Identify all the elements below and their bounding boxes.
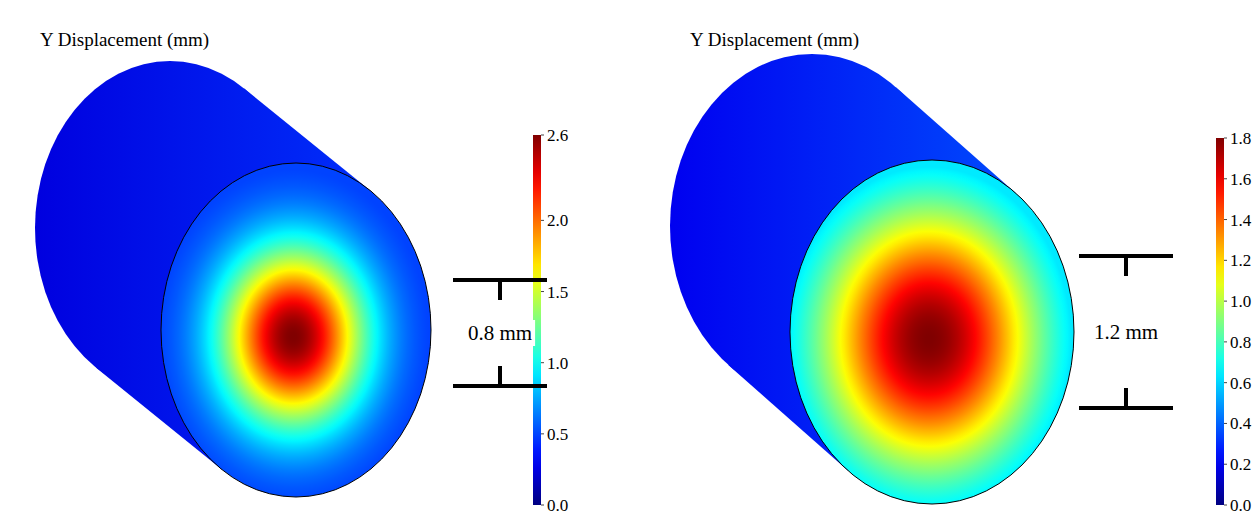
colorbar-tick (541, 505, 544, 506)
colorbar (1216, 138, 1224, 505)
colorbar-tick-label: 0.4 (1230, 414, 1252, 433)
colorbar-tick (1224, 464, 1227, 465)
colorbar-tick-label: 0.6 (1230, 374, 1251, 393)
annotation-ground (465, 320, 535, 346)
colorbar-tick (1224, 138, 1227, 139)
colorbar-tick (1224, 341, 1227, 342)
annotation: 1.2 mm (1094, 320, 1158, 344)
colorbar-tick-label: 2.6 (547, 126, 568, 145)
colorbar-tick (1224, 505, 1227, 506)
colorbar-tick (541, 362, 544, 363)
dimension-line (1124, 388, 1128, 408)
colorbar-tick-label: 1.0 (1230, 292, 1251, 311)
colorbar-tick-label: 0.2 (1230, 455, 1251, 474)
colorbar-tick-label: 1.6 (1230, 170, 1251, 189)
colorbar-tick-label: 1.2 (1230, 251, 1251, 270)
colorbar-tick-label: 0.0 (547, 496, 568, 515)
colorbar-tick-label: 0.0 (1230, 496, 1251, 515)
dimension-line (1124, 256, 1128, 276)
colorbar-tick (1224, 219, 1227, 220)
dimension-line (498, 280, 502, 300)
dimension-line (498, 366, 502, 386)
contour-face (161, 163, 431, 497)
colorbar-tick (1224, 260, 1227, 261)
colorbar-tick (541, 291, 544, 292)
colorbar-tick-label: 0.8 (1230, 333, 1251, 352)
colorbar-tick (1224, 301, 1227, 302)
panel: Y Displacement (mm) 0.0 0.5 1.0 1.5 2.0 2.6 0.8… (35, 29, 568, 515)
annotation: 0.8 mm (468, 321, 532, 345)
colorbar-tick (1224, 382, 1227, 383)
panel: Y Displacement (mm) 0.0 0.2 0.4 0.6 0.8 1.0 1.2… (670, 29, 1252, 515)
colorbar-tick (1224, 423, 1227, 424)
colorbar-tick-label: 2.0 (547, 211, 568, 230)
colorbar-tick-label: 1.5 (547, 283, 568, 302)
colorbar-tick-label: 1.0 (547, 354, 568, 373)
colorbar-tick-label: 0.5 (547, 425, 568, 444)
dimension: 0.8 mm (453, 280, 547, 386)
title: Y Displacement (mm) (690, 29, 859, 51)
colorbar-tick-label: 1.4 (1230, 211, 1252, 230)
title: Y Displacement (mm) (40, 29, 209, 51)
contour-face (790, 160, 1074, 504)
colorbar-tick-label: 1.8 (1230, 129, 1251, 148)
colorbar-tick (541, 433, 544, 434)
colorbar-tick (541, 135, 544, 136)
figure: Y Displacement (mm) 0.0 0.5 1.0 1.5 2.0 2.6 0.8… (0, 0, 1257, 527)
annotation-ground (1091, 319, 1161, 345)
colorbar-tick (541, 220, 544, 221)
dimension: 1.2 mm (1079, 256, 1173, 408)
colorbar-tick (1224, 178, 1227, 179)
